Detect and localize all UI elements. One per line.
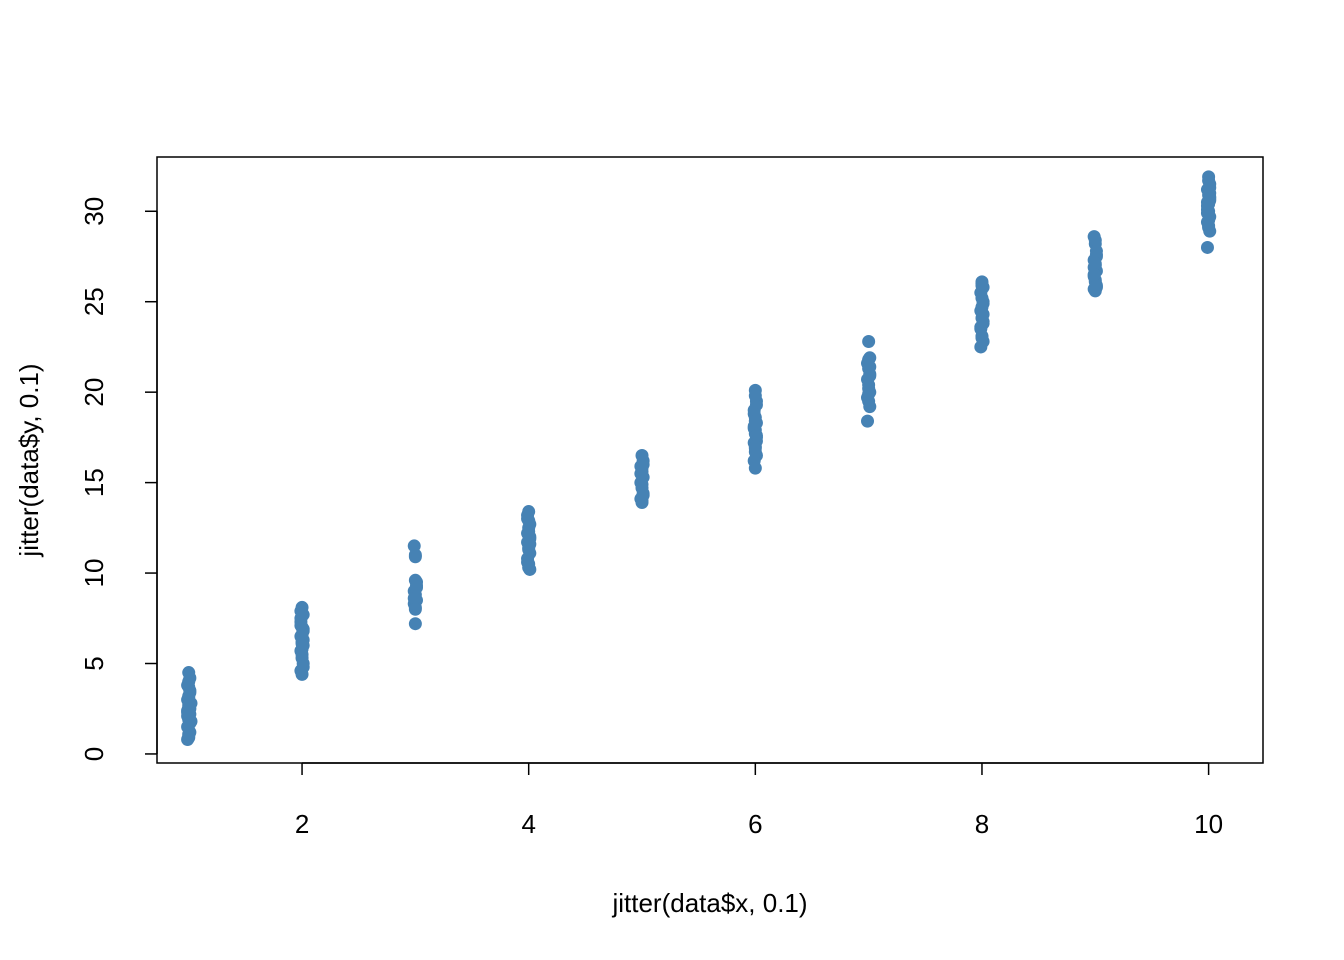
x-tick-label: 10 — [1194, 809, 1223, 839]
data-point — [1200, 206, 1214, 220]
x-tick-label: 6 — [748, 809, 762, 839]
data-point — [635, 477, 649, 491]
data-point — [294, 604, 308, 618]
data-point — [182, 698, 196, 712]
data-point — [863, 360, 877, 374]
data-point — [749, 429, 763, 443]
data-point — [1087, 268, 1101, 282]
data-point — [294, 619, 308, 633]
data-point — [1088, 284, 1102, 298]
y-tick-label: 20 — [79, 378, 109, 407]
data-point — [748, 439, 762, 453]
data-point — [975, 331, 989, 345]
y-tick-label: 25 — [79, 287, 109, 316]
data-point — [976, 315, 990, 329]
data-point — [748, 414, 762, 428]
data-point — [522, 514, 536, 528]
data-point — [863, 369, 877, 383]
data-point — [410, 581, 423, 595]
data-point — [408, 602, 422, 616]
x-tick-label: 4 — [521, 809, 535, 839]
data-point — [1202, 219, 1216, 233]
data-point — [862, 335, 876, 349]
data-points — [181, 170, 1217, 746]
data-point — [1203, 192, 1217, 206]
data-point — [407, 591, 421, 605]
data-point — [975, 277, 989, 291]
data-point — [295, 637, 309, 651]
data-point — [635, 461, 649, 475]
x-tick-label: 8 — [975, 809, 989, 839]
data-point — [408, 617, 422, 631]
data-point — [635, 494, 649, 508]
x-tick-label: 2 — [295, 809, 309, 839]
data-point — [1089, 244, 1103, 258]
data-point — [1200, 240, 1214, 254]
data-point — [863, 400, 877, 414]
data-point — [182, 675, 196, 689]
y-axis: 0 5 10 15 20 25 30 — [79, 197, 158, 761]
y-tick-label: 30 — [79, 197, 109, 226]
x-axis-title: jitter(data$x, 0.1) — [611, 888, 807, 918]
data-point — [1203, 181, 1217, 195]
data-point — [861, 414, 875, 428]
data-point — [182, 731, 196, 745]
data-point — [748, 461, 762, 475]
data-point — [975, 300, 989, 314]
data-point — [296, 660, 310, 674]
y-tick-label: 5 — [79, 656, 109, 670]
y-tick-label: 15 — [79, 468, 109, 497]
y-tick-label: 10 — [79, 559, 109, 588]
data-point — [1088, 233, 1102, 247]
data-point — [408, 550, 422, 564]
data-point — [1088, 257, 1102, 271]
data-point — [862, 387, 876, 401]
y-axis-title: jitter(data$y, 0.1) — [14, 363, 44, 557]
x-axis: 2 4 6 8 10 — [295, 762, 1223, 839]
data-point — [183, 716, 197, 730]
data-point — [748, 389, 762, 403]
data-point — [522, 561, 536, 575]
y-tick-label: 0 — [79, 747, 109, 761]
data-point — [522, 528, 536, 542]
